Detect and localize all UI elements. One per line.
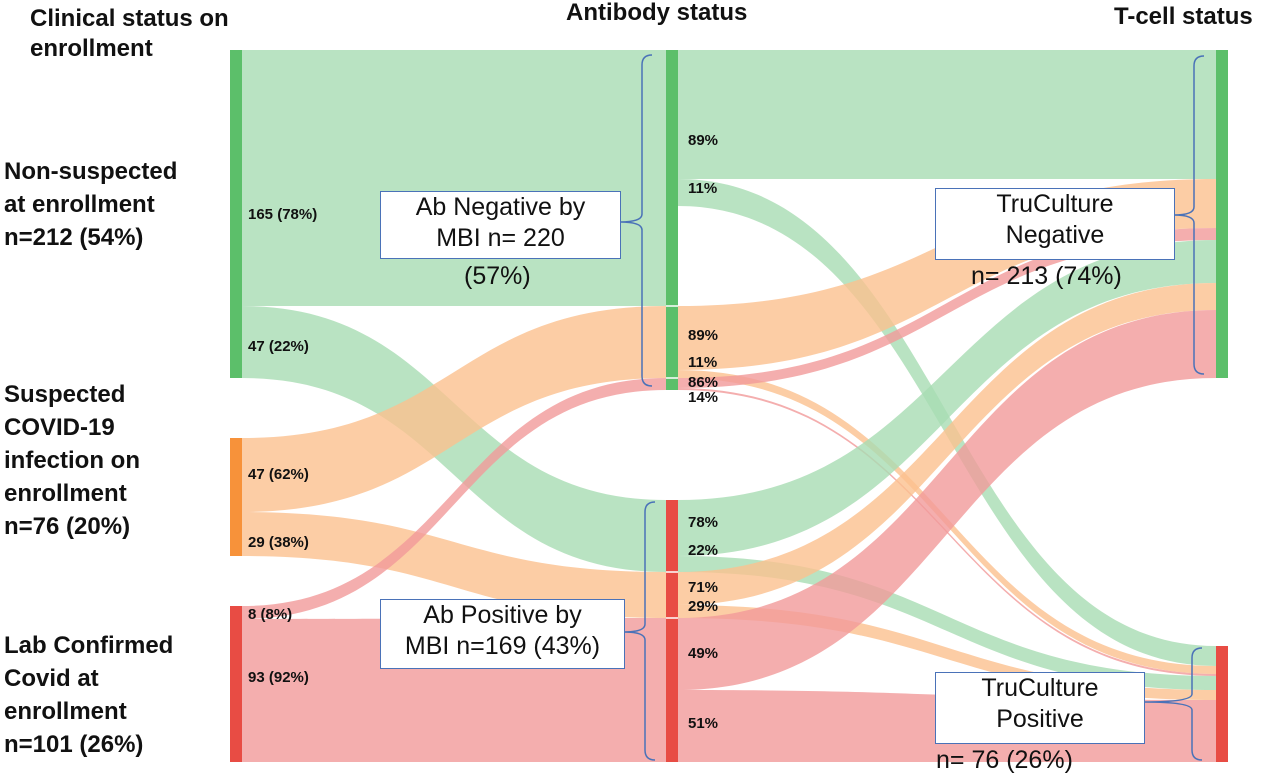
flow-label: 29%	[688, 598, 719, 615]
category-line: n=76 (20%)	[4, 513, 131, 540]
flow-label: 89%	[688, 327, 719, 344]
node-ab-positive	[666, 500, 678, 762]
flow-label: 78%	[688, 514, 719, 531]
flow-ribbon	[678, 283, 1216, 605]
flow-label: 8 (8%)	[248, 606, 293, 623]
category-line: n=101 (26%)	[4, 731, 144, 758]
flow-label: 93 (92%)	[248, 669, 309, 686]
flow-ribbon	[242, 50, 666, 306]
flow-ribbon	[678, 179, 1216, 666]
category-line: at enrollment	[4, 191, 155, 218]
ab-negative-box: Ab Negative by MBI n= 220	[380, 191, 621, 259]
box-line: Negative	[1005, 221, 1105, 249]
box-line: Ab Negative by	[415, 193, 586, 221]
flow-label: 51%	[688, 715, 719, 732]
node-ab-negative	[666, 50, 678, 390]
category-line: enrollment	[4, 480, 127, 507]
header-tcell: T-cell status	[1114, 3, 1253, 30]
category-line: enrollment	[4, 698, 127, 725]
flow-label: 47 (62%)	[248, 466, 309, 483]
box-line: Ab Positive by	[423, 601, 582, 629]
truculture-negative-box: TruCulture Negative	[935, 188, 1175, 260]
category-line: n=212 (54%)	[4, 224, 144, 251]
category-line: Non-suspected	[4, 158, 178, 185]
category-line: infection on	[4, 447, 140, 474]
flow-label: 49%	[688, 645, 719, 662]
flow-label: 71%	[688, 579, 719, 596]
ab-positive-box: Ab Positive by MBI n=169 (43%)	[380, 599, 625, 669]
node-non-suspected	[230, 50, 242, 378]
category-non-suspected: Non-suspected at enrollment n=212 (54%)	[4, 155, 177, 254]
node-tc-negative	[1216, 50, 1228, 378]
node-lab-confirmed	[230, 606, 242, 762]
flow-ribbon	[678, 605, 1216, 700]
flow-ribbon	[242, 306, 666, 512]
flow-label: 47 (22%)	[248, 338, 309, 355]
node-tc-positive	[1216, 646, 1228, 762]
flow-label: 29 (38%)	[248, 534, 309, 551]
flow-ribbon	[678, 310, 1216, 690]
flow-label: 86%	[688, 374, 719, 391]
flow-ribbon	[242, 378, 666, 619]
truculture-negative-count: n= 213 (74%)	[971, 262, 1122, 290]
category-lab-confirmed: Lab Confirmed Covid at enrollment n=101 …	[4, 629, 173, 761]
truculture-positive-box: TruCulture Positive	[935, 672, 1145, 744]
box-line: MBI n=169 (43%)	[404, 632, 601, 660]
flow-ribbon	[678, 50, 1216, 179]
header-antibody: Antibody status	[566, 0, 748, 26]
flow-label: 11%	[688, 180, 718, 197]
category-line: Lab Confirmed	[4, 632, 174, 659]
category-suspected: Suspected COVID-19 infection on enrollme…	[4, 378, 140, 543]
box-line: TruCulture	[981, 674, 1099, 702]
flow-label: 22%	[688, 542, 719, 559]
flow-ribbon	[242, 512, 666, 618]
node-suspected	[230, 438, 242, 556]
flow-label: 89%	[688, 132, 719, 149]
flow-ribbon	[678, 240, 1216, 556]
flow-ribbon	[678, 228, 1216, 388]
flow-label: 165 (78%)	[248, 206, 318, 223]
category-line: Covid at	[4, 665, 99, 692]
ab-negative-percent: (57%)	[464, 262, 531, 290]
category-line: Suspected	[4, 381, 126, 408]
flow-ribbon	[678, 556, 1216, 690]
box-line: TruCulture	[996, 190, 1114, 218]
header-clinical: Clinical status on enrollment	[30, 5, 229, 62]
category-line: COVID-19	[4, 414, 115, 441]
box-line: MBI n= 220	[436, 224, 565, 252]
flow-label: 14%	[688, 389, 719, 406]
box-line: Positive	[996, 705, 1084, 733]
truculture-positive-count: n= 76 (26%)	[936, 746, 1073, 774]
flow-label: 11%	[688, 354, 718, 371]
